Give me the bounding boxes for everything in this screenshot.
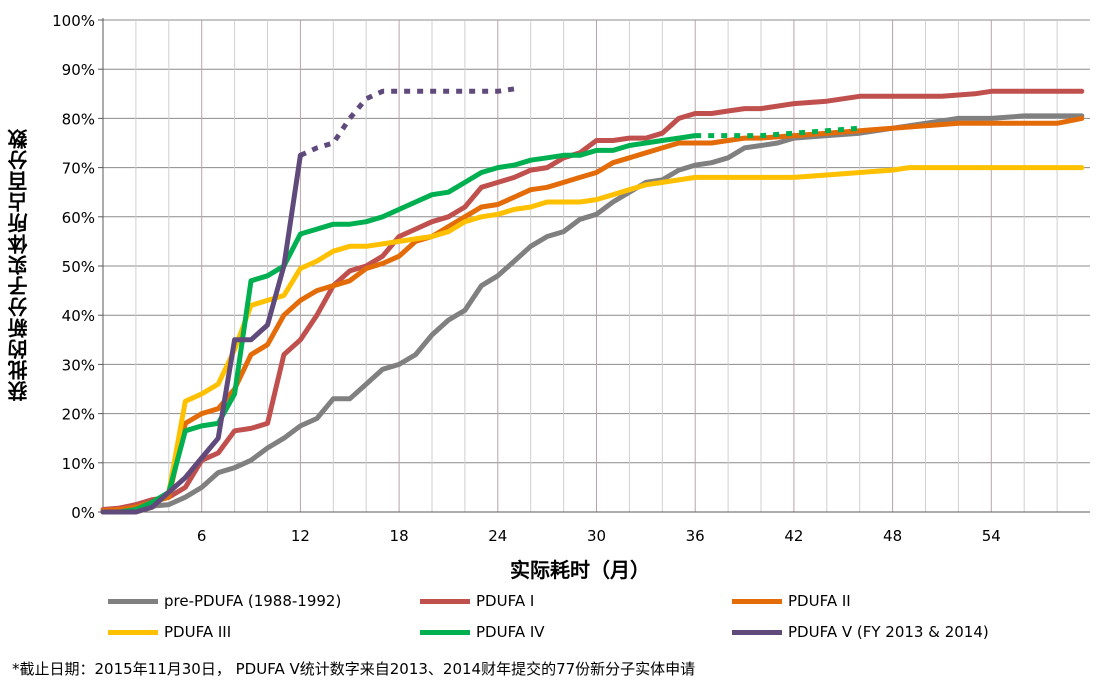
legend-swatch xyxy=(732,598,782,604)
y-tick-label: 100% xyxy=(52,12,95,30)
x-tick-label: 24 xyxy=(488,527,507,545)
series-lines xyxy=(100,86,1085,515)
series-line xyxy=(100,113,1085,515)
y-tick-label: 10% xyxy=(62,455,95,473)
series-line-projected xyxy=(299,86,515,158)
legend: pre-PDUFA (1988-1992) PDUFA I PDUFA II P… xyxy=(108,590,1088,650)
x-tick-label: 18 xyxy=(390,527,409,545)
legend-item-pre-pdufa: pre-PDUFA (1988-1992) xyxy=(108,590,341,612)
x-axis-title: 实际耗时（月） xyxy=(510,558,650,582)
legend-label: PDUFA I xyxy=(476,592,535,610)
y-tick-label: 30% xyxy=(62,356,95,374)
x-tick-label: 6 xyxy=(197,527,207,545)
legend-swatch xyxy=(420,598,470,604)
x-tick-label: 42 xyxy=(784,527,803,545)
legend-label: PDUFA IV xyxy=(476,623,545,641)
legend-label: pre-PDUFA (1988-1992) xyxy=(164,592,342,610)
legend-label: PDUFA III xyxy=(164,623,232,641)
series-line-projected xyxy=(695,125,860,139)
y-tick-label: 40% xyxy=(62,307,95,325)
legend-label: PDUFA II xyxy=(788,592,851,610)
y-tick-label: 50% xyxy=(62,258,95,276)
y-tick-label: 80% xyxy=(62,110,95,128)
x-tick-label: 54 xyxy=(982,527,1001,545)
legend-swatch xyxy=(108,598,158,604)
legend-item-pdufa-5: PDUFA V (FY 2013 & 2014) xyxy=(732,621,989,643)
legend-swatch xyxy=(420,629,470,635)
legend-item-pdufa-3: PDUFA III xyxy=(108,621,231,643)
legend-item-pdufa-1: PDUFA I xyxy=(420,590,534,612)
x-tick-label: 12 xyxy=(291,527,310,545)
y-tick-label: 60% xyxy=(62,209,95,227)
x-tick-label: 48 xyxy=(883,527,902,545)
legend-item-pdufa-2: PDUFA II xyxy=(732,590,851,612)
footnote: *截止日期：2015年11月30日， PDUFA V统计数字来自2013、201… xyxy=(12,660,696,678)
x-tick-label: 30 xyxy=(587,527,606,545)
series-line xyxy=(100,152,303,515)
legend-item-pdufa-4: PDUFA IV xyxy=(420,621,545,643)
y-tick-label: 20% xyxy=(62,406,95,424)
legend-swatch xyxy=(732,629,782,635)
legend-swatch xyxy=(108,629,158,635)
x-tick-label: 36 xyxy=(686,527,705,545)
y-tick-label: 70% xyxy=(62,160,95,178)
axes: 0% 10% 20% 30% 40% 50% 60% 70% 80% 90% 100% 6 12 18 24… xyxy=(52,12,1090,545)
legend-label: PDUFA V (FY 2013 & 2014) xyxy=(788,623,989,641)
y-tick-label: 90% xyxy=(62,61,95,79)
y-axis-title: 获批的新分子实体所占百分数 xyxy=(7,128,31,402)
series-line xyxy=(100,88,1085,512)
y-tick-label: 0% xyxy=(71,504,95,522)
series-line xyxy=(100,133,698,515)
